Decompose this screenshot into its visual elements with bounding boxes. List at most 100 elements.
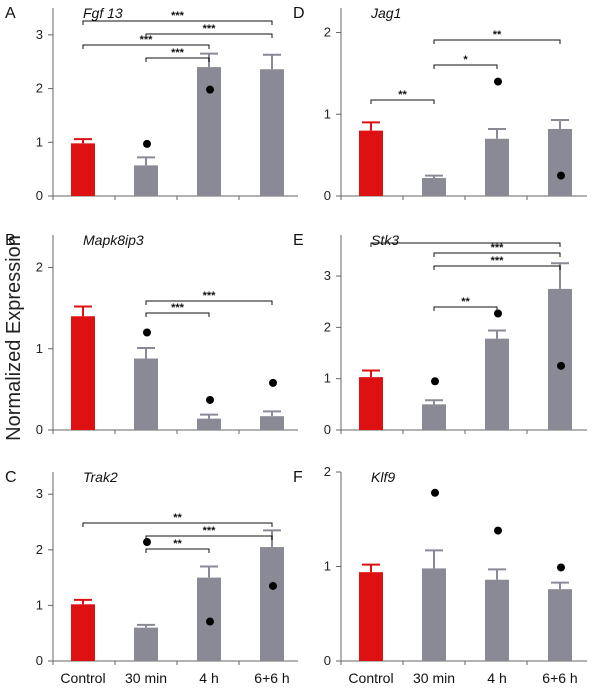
significance-bracket <box>82 44 210 49</box>
y-tick-label: 2 <box>324 464 331 479</box>
significance-bracket <box>145 535 273 540</box>
data-point <box>143 328 151 337</box>
y-tick-label: 3 <box>36 27 43 42</box>
data-point <box>206 85 214 94</box>
bar-30-min <box>134 165 158 196</box>
significance-label: ** <box>173 538 182 550</box>
y-tick-label: 1 <box>324 371 331 386</box>
y-tick-label: 1 <box>36 134 43 149</box>
bar-control <box>71 143 95 196</box>
bar-4-h <box>485 579 509 661</box>
significance-label: *** <box>140 34 154 46</box>
y-tick-label: 0 <box>324 188 331 203</box>
y-tick-label: 2 <box>36 542 43 557</box>
x-tick-label: 30 min <box>125 670 167 686</box>
significance-label: *** <box>171 10 185 22</box>
y-tick-label: 0 <box>324 653 331 668</box>
significance-label: *** <box>491 255 505 267</box>
data-point <box>143 538 151 547</box>
significance-bracket <box>145 312 210 317</box>
bar-4-h <box>485 338 509 430</box>
bar-30-min <box>422 568 446 661</box>
data-point <box>494 77 502 86</box>
significance-label: *** <box>203 525 217 537</box>
y-tick-label: 1 <box>36 341 43 356</box>
y-tick-label: 1 <box>324 559 331 574</box>
significance-label: ** <box>461 296 470 308</box>
y-tick-label: 0 <box>36 422 43 437</box>
data-point <box>206 617 214 626</box>
y-tick-label: 2 <box>36 81 43 96</box>
bar-6-6-h <box>548 288 572 430</box>
y-tick-label: 2 <box>324 25 331 40</box>
significance-label: ** <box>493 29 502 41</box>
panel-label: B <box>5 232 16 249</box>
significance-label: * <box>463 54 468 66</box>
y-tick-label: 3 <box>36 486 43 501</box>
y-tick-label: 2 <box>36 260 43 275</box>
y-tick-label: 0 <box>36 188 43 203</box>
bar-4-h <box>197 418 221 430</box>
significance-label: ** <box>398 89 407 101</box>
y-tick-label: 2 <box>324 319 331 334</box>
significance-bracket <box>145 300 273 305</box>
gene-name: Trak2 <box>83 469 118 485</box>
data-point <box>431 377 439 386</box>
bar-4-h <box>485 138 509 196</box>
y-axis-label: Normalized Expression <box>3 235 25 441</box>
significance-bracket <box>433 39 561 44</box>
significance-bracket <box>433 265 561 270</box>
significance-label: *** <box>171 302 185 314</box>
significance-bracket <box>433 252 561 257</box>
significance-label: *** <box>203 290 217 302</box>
y-tick-label: 1 <box>36 597 43 612</box>
gene-name: Klf9 <box>371 469 395 485</box>
bar-6-6-h <box>548 128 572 196</box>
gene-name: Stk3 <box>371 232 399 248</box>
data-point <box>557 361 565 370</box>
panel-label: C <box>5 469 17 486</box>
data-point <box>557 563 565 572</box>
panel-label: A <box>5 5 16 22</box>
x-tick-label: 4 h <box>487 670 506 686</box>
significance-label: *** <box>491 242 505 254</box>
x-tick-label: Control <box>348 670 393 686</box>
significance-bracket <box>370 99 435 104</box>
chart-panel-b: B Mapk8ip3 0 1 2 *** *** <box>5 232 298 437</box>
bar-control <box>359 572 383 661</box>
significance-bracket <box>82 20 273 25</box>
gene-name: Jag1 <box>370 5 401 21</box>
panel-label: F <box>293 469 303 486</box>
bar-6-6-h <box>260 416 284 430</box>
bar-control <box>71 316 95 430</box>
y-tick-label: 0 <box>324 422 331 437</box>
bar-6-6-h <box>548 589 572 661</box>
bar-30-min <box>422 178 446 196</box>
y-tick-label: 0 <box>36 653 43 668</box>
data-point <box>431 488 439 497</box>
significance-bracket <box>82 522 273 527</box>
bar-control <box>71 604 95 661</box>
significance-label: *** <box>171 47 185 59</box>
significance-bracket <box>145 548 210 553</box>
x-tick-label: 6+6 h <box>254 670 289 686</box>
gene-name: Fgf 13 <box>83 5 123 21</box>
x-tick-label: 30 min <box>413 670 455 686</box>
chart-panel-a: A Fgf 13 0 1 2 3 *** *** *** *** <box>5 5 298 203</box>
gene-name: Mapk8ip3 <box>83 232 144 248</box>
data-point <box>494 309 502 318</box>
chart-panel-f: F Klf9 0 1 2 Control 30 min 4 h 6+6 h <box>293 464 587 686</box>
bar-30-min <box>134 358 158 430</box>
bar-control <box>359 130 383 196</box>
panel-label: E <box>293 232 304 249</box>
significance-label: *** <box>203 23 217 35</box>
significance-bracket <box>145 57 210 62</box>
x-tick-label: Control <box>60 670 105 686</box>
significance-label: ** <box>173 512 182 524</box>
data-point <box>494 526 502 535</box>
